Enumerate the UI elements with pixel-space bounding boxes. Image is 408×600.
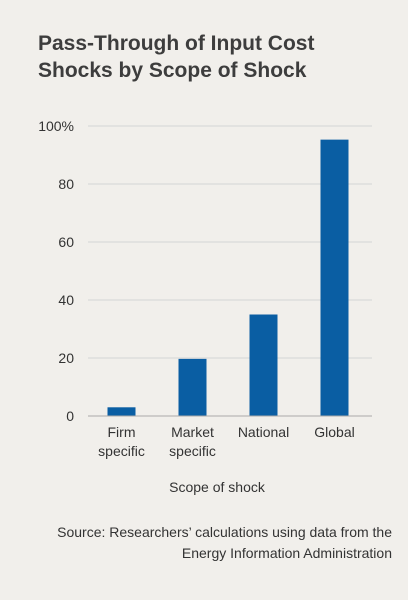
source-note: Source: Researchers’ calculations using … [57,524,392,561]
bar [249,314,278,416]
x-tick-label: Global [314,424,354,440]
tick-labels: 0 20 40 60 80 100% Firm specific Market specific N… [38,118,355,495]
y-tick-label: 60 [58,234,74,250]
x-tick-label: National [238,424,289,440]
y-tick-label: 0 [66,408,74,424]
bar [320,139,349,416]
y-tick-label: 80 [58,176,74,192]
x-axis-title: Scope of shock [169,479,266,495]
y-tick-label: 100% [38,118,74,134]
bar [178,358,207,416]
y-tick-label: 40 [58,292,74,308]
x-tick-label: Firm specific [98,424,145,459]
chart-title: Pass-Through of Input Cost Shocks by Sco… [38,32,315,82]
bars [107,139,349,416]
x-tick-label: Market specific [169,424,216,459]
bar [107,407,136,416]
y-tick-label: 20 [58,350,74,366]
